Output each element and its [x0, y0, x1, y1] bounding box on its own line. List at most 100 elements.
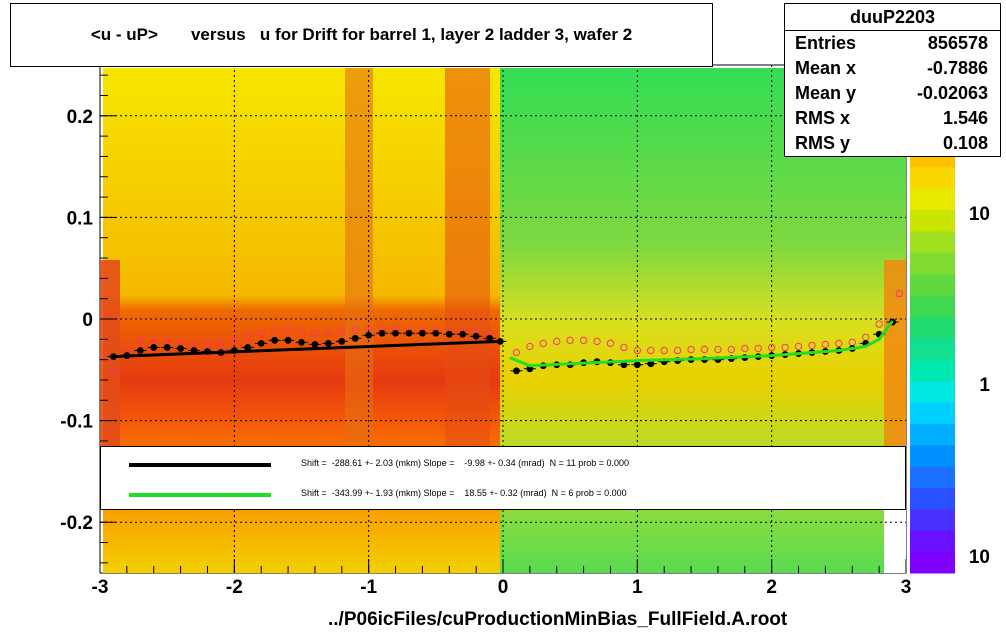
- legend-row-green: Shift = -343.99 +- 1.93 (mkm) Slope = 18…: [101, 485, 905, 505]
- fit-lines: [113, 320, 894, 368]
- palette-cell: [910, 295, 955, 317]
- open-marker: [150, 336, 158, 345]
- stats-name: duuP2203: [785, 4, 1000, 31]
- open-marker: [190, 339, 198, 348]
- palette-cell: [910, 188, 955, 211]
- stats-row-mean-x: Mean x -0.7886: [795, 58, 988, 78]
- open-marker: [109, 368, 118, 376]
- open-marker: [606, 339, 615, 348]
- fit-legend: Shift = -288.61 +- 2.03 (mkm) Slope = -9…: [100, 446, 906, 510]
- open-marker: [700, 345, 709, 354]
- open-marker: [647, 346, 655, 355]
- open-marker: [526, 342, 534, 351]
- x-tick-label: -3: [92, 577, 109, 598]
- y-tick-label: 0.2: [67, 107, 93, 128]
- open-marker: [244, 333, 252, 341]
- heat-edge-right: [884, 260, 906, 446]
- open-marker: [781, 343, 789, 352]
- open-marker: [284, 325, 292, 333]
- chart-title: <u - uP> versus u for Drift for barrel 1…: [10, 3, 713, 67]
- blank-right-bottom: [884, 510, 906, 573]
- open-marker: [808, 341, 816, 350]
- x-tick-label: 1: [632, 577, 643, 598]
- palette-cell: [910, 530, 955, 553]
- open-marker: [687, 345, 695, 354]
- open-marker: [835, 339, 843, 348]
- x-tick-label: -1: [360, 577, 377, 598]
- z-tick-label: 1: [979, 375, 990, 396]
- open-marker: [620, 343, 628, 352]
- open-markers: [109, 289, 903, 376]
- palette-cell: [910, 380, 955, 403]
- open-marker: [270, 326, 279, 334]
- open-marker: [633, 346, 642, 355]
- y-tick-label: 0.1: [67, 208, 94, 229]
- legend-line-black: [129, 463, 271, 467]
- open-marker: [593, 337, 601, 346]
- palette-cell: [910, 466, 955, 488]
- file-path-label: ../P06icFiles/cuProductionMinBias_FullFi…: [328, 609, 788, 630]
- open-marker: [136, 337, 145, 346]
- x-tick-label: 2: [766, 577, 777, 598]
- open-marker: [754, 344, 762, 353]
- legend-line-green: [129, 493, 271, 497]
- open-marker: [351, 326, 359, 334]
- open-marker: [660, 346, 668, 355]
- y-tick-label: 0: [82, 310, 93, 331]
- open-marker: [579, 336, 588, 345]
- palette-cell: [910, 551, 955, 574]
- open-marker: [338, 327, 346, 335]
- open-marker: [566, 336, 574, 345]
- stats-row-rms-y: RMS y 0.108: [795, 133, 988, 153]
- fit-line-black: [113, 339, 501, 359]
- x-tick-label: 3: [901, 577, 912, 598]
- palette-cell: [910, 231, 955, 253]
- z-tick-label: 10: [969, 547, 990, 568]
- open-marker: [203, 340, 212, 349]
- tick-labels: -3 -2 -1 0 1 2 3 -0.2 -0.1 0 0.1 0.2 10 1 10: [60, 107, 990, 598]
- z-tick-label: 10: [969, 204, 990, 225]
- open-marker: [794, 342, 803, 351]
- legend-text-green: Shift = -343.99 +- 1.93 (mkm) Slope = 18…: [301, 488, 627, 498]
- fit-line-green: [509, 320, 894, 368]
- open-marker: [895, 289, 903, 298]
- stats-box: duuP2203 Entries 856578 Mean x -0.7886 Mea…: [784, 3, 1001, 157]
- open-marker: [230, 336, 239, 345]
- open-marker: [217, 339, 225, 348]
- palette-cell: [910, 402, 955, 424]
- palette-cell: [910, 252, 955, 275]
- y-tick-label: -0.2: [60, 513, 93, 534]
- open-marker: [727, 345, 736, 354]
- open-marker: [673, 346, 682, 355]
- palette-cell: [910, 423, 955, 446]
- y-tick-label: -0.1: [60, 412, 93, 433]
- open-marker: [297, 327, 306, 335]
- open-marker: [741, 344, 749, 353]
- open-marker: [767, 343, 776, 352]
- palette-cell: [910, 316, 955, 339]
- x-tick-label: 0: [498, 577, 509, 598]
- open-marker: [539, 339, 547, 348]
- palette-cell: [910, 337, 955, 360]
- palette-cell: [910, 359, 955, 382]
- legend-row-black: Shift = -288.61 +- 2.03 (mkm) Slope = -9…: [101, 455, 905, 475]
- heat-edge-left: [100, 260, 120, 446]
- open-marker: [821, 340, 830, 349]
- gridlines: [100, 65, 906, 573]
- stats-row-entries: Entries 856578: [795, 33, 988, 53]
- open-marker: [714, 345, 722, 354]
- palette-cell: [910, 273, 955, 296]
- palette-cell: [910, 166, 955, 189]
- heat-strip-2: [445, 68, 490, 446]
- open-marker: [324, 328, 333, 336]
- open-marker: [553, 337, 561, 346]
- open-marker: [257, 329, 265, 337]
- open-marker: [311, 329, 319, 337]
- x-tick-label: -2: [226, 577, 243, 598]
- open-marker: [875, 320, 883, 328]
- palette-cell: [910, 508, 955, 531]
- palette-cell: [910, 209, 955, 232]
- palette-cell: [910, 444, 955, 467]
- stats-row-rms-x: RMS x 1.546: [795, 108, 988, 128]
- open-marker: [512, 348, 521, 357]
